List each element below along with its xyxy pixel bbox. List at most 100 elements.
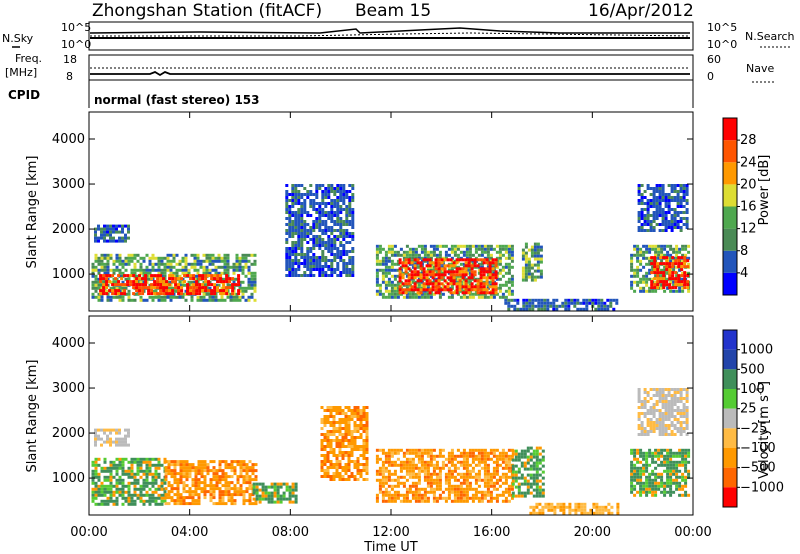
heatmap-cell [464,261,468,265]
heatmap-cell [193,262,197,266]
heatmap-cell [396,481,400,485]
heatmap-cell [335,406,339,409]
heatmap-cell [576,301,580,305]
heatmap-cell [482,270,486,274]
heatmap-cell [219,289,223,293]
heatmap-cell [339,256,343,259]
heatmap-cell [291,235,295,238]
heatmap-cell [306,229,310,232]
heatmap-cell [639,487,643,491]
heatmap-cell [655,205,659,208]
heatmap-cell [91,496,95,500]
heatmap-cell [327,184,331,187]
heatmap-cell [312,265,316,268]
heatmap-cell [181,280,185,284]
heatmap-cell [660,274,664,278]
heatmap-cell [318,223,322,226]
heatmap-cell [477,271,481,275]
heatmap-cell [667,202,671,205]
heatmap-cell [675,253,679,257]
heatmap-cell [242,493,246,497]
heatmap-cell [664,211,668,214]
heatmap-cell [270,485,274,489]
heatmap-cell [210,274,214,278]
heatmap-cell [216,289,220,293]
heatmap-cell [656,286,660,290]
heatmap-cell [465,466,469,470]
heatmap-cell [414,481,418,485]
heatmap-cell [189,289,193,293]
heatmap-cell [453,454,457,458]
heatmap-cell [444,478,448,482]
heatmap-cell [130,460,134,464]
heatmap-cell [160,256,164,260]
heatmap-cell [189,274,193,278]
heatmap-cell [255,485,259,489]
heatmap-cell [404,267,408,271]
heatmap-cell [148,463,152,467]
heatmap-cell [350,412,354,415]
heatmap-cell [615,301,619,305]
heatmap-cell [124,262,128,266]
heatmap-cell [173,472,177,476]
heatmap-cell [483,460,487,464]
heatmap-cell [194,484,198,488]
heatmap-cell [151,493,155,497]
heatmap-cell [636,268,640,272]
heatmap-cell [523,461,527,465]
heatmap-cell [160,295,164,299]
heatmap-cell [211,262,215,266]
heatmap-cell [417,454,421,458]
heatmap-cell [536,254,540,258]
heatmap-cell [564,298,568,302]
heatmap-cell [300,208,304,211]
heatmap-cell [365,430,369,433]
heatmap-cell [109,466,113,470]
heatmap-cell [396,274,400,278]
heatmap-cell [636,259,640,263]
heatmap-cell [456,496,460,500]
heatmap-cell [335,475,339,478]
heatmap-cell [659,277,663,281]
heatmap-cell [526,482,530,486]
heatmap-cell [655,199,659,202]
heatmap-cell [329,463,333,466]
heatmap-cell [450,457,454,461]
heatmap-cell [683,271,687,275]
heatmap-cell [288,193,292,196]
heatmap-cell [306,265,310,268]
heatmap-cell [669,253,673,257]
heatmap-cell [285,205,289,208]
heatmap-cell [123,292,127,296]
heatmap-cell [170,487,174,491]
heatmap-cell [148,460,152,464]
heatmap-cell [118,271,122,275]
heatmap-cell [185,460,189,464]
heatmap-cell [303,220,307,223]
power-y-axis-label: Slant Range [km] [25,156,40,269]
heatmap-cell [680,274,684,278]
heatmap-cell [345,190,349,193]
heatmap-cell [207,274,211,278]
heatmap-cell [393,490,397,494]
heatmap-cell [351,184,355,187]
heatmap-cell [429,457,433,461]
heatmap-cell [294,271,298,274]
heatmap-cell [402,253,406,257]
heatmap-cell [477,451,481,455]
heatmap-cell [459,451,463,455]
heatmap-cell [115,487,119,491]
heatmap-cell [574,505,578,509]
heatmap-cell [498,262,502,266]
heatmap-cell [133,253,137,257]
heatmap-cell [318,226,322,229]
heatmap-cell [145,475,149,479]
heatmap-cell [327,217,331,220]
heatmap-cell [115,268,119,272]
heatmap-cell [473,270,477,274]
heatmap-cell [646,199,650,202]
heatmap-cell [359,412,363,415]
heatmap-cell [324,241,328,244]
heatmap-cell [210,283,214,287]
heatmap-cell [405,451,409,455]
